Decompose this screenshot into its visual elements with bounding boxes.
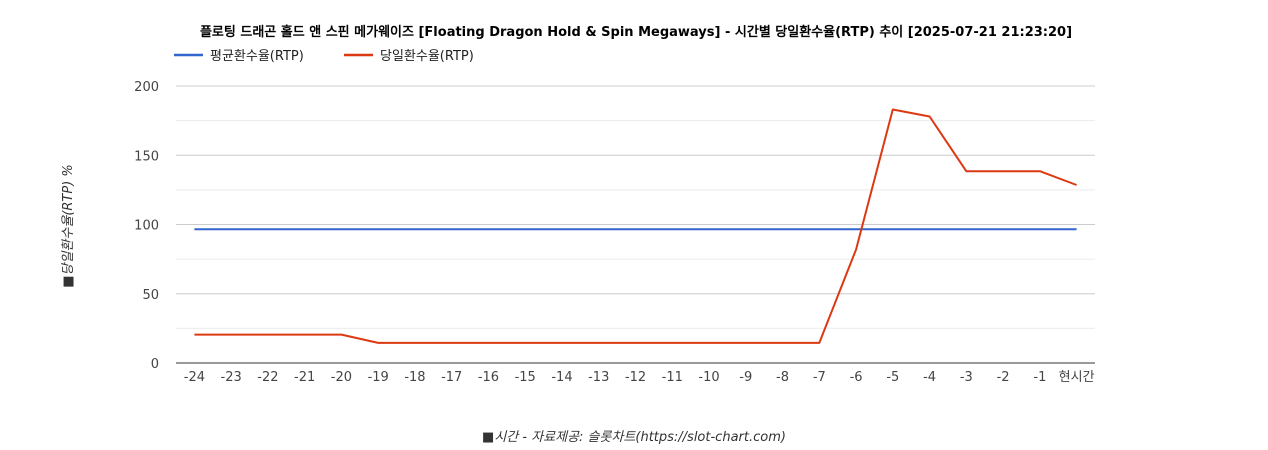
legend: 평균환수율(RTP) 당일환수율(RTP) [174, 49, 474, 64]
x-tick-label: -24 [184, 370, 205, 385]
y-axis-title: ■당일환수율(RTP) % [61, 164, 76, 288]
x-tick-label: -16 [478, 370, 499, 385]
x-tick-label: -10 [698, 370, 719, 385]
x-axis-ticks: -24 -23 -22 -21 -20 -19 -18 -17 -16 -15 -14 -13 -12 -… [184, 370, 1095, 385]
x-tick-label: -2 [997, 370, 1010, 385]
x-tick-label: -6 [850, 370, 863, 385]
x-tick-label: -12 [625, 370, 646, 385]
x-tick-label: -7 [813, 370, 826, 385]
x-tick-label: -9 [739, 370, 752, 385]
y-tick-label: 0 [151, 357, 159, 372]
x-tick-label: -21 [294, 370, 315, 385]
y-axis-ticks: 0 50 100 150 200 [134, 80, 159, 372]
chart-title: 플로팅 드래곤 홀드 앤 스핀 메가웨이즈 [Floating Dragon H… [200, 24, 1072, 40]
y-tick-label: 150 [134, 149, 159, 164]
x-tick-label: -5 [886, 370, 899, 385]
x-tick-label: -3 [960, 370, 973, 385]
x-tick-label: -18 [404, 370, 425, 385]
x-tick-label: -17 [441, 370, 462, 385]
x-tick-label: -4 [923, 370, 936, 385]
x-tick-label: -22 [257, 370, 278, 385]
legend-label-average: 평균환수율(RTP) [210, 49, 304, 64]
x-tick-label: 현시간 [1059, 370, 1095, 385]
x-tick-label: -19 [368, 370, 389, 385]
x-tick-label: -13 [588, 370, 609, 385]
series-line-daily-rtp [194, 108, 1077, 344]
grid-lines [176, 85, 1095, 329]
x-tick-label: -23 [221, 370, 242, 385]
y-tick-label: 200 [134, 80, 159, 95]
y-tick-label: 100 [134, 219, 159, 234]
x-tick-label: -15 [515, 370, 536, 385]
legend-label-daily: 당일환수율(RTP) [380, 49, 474, 64]
x-tick-label: -14 [551, 370, 572, 385]
y-tick-label: 50 [142, 288, 159, 303]
series-lines [194, 108, 1077, 344]
x-tick-label: -20 [331, 370, 352, 385]
x-tick-label: -1 [1033, 370, 1046, 385]
x-tick-label: -11 [662, 370, 683, 385]
x-axis-title: ■시간 - 자료제공: 슬롯차트(https://slot-chart.com) [482, 430, 786, 445]
x-tick-label: -8 [776, 370, 789, 385]
